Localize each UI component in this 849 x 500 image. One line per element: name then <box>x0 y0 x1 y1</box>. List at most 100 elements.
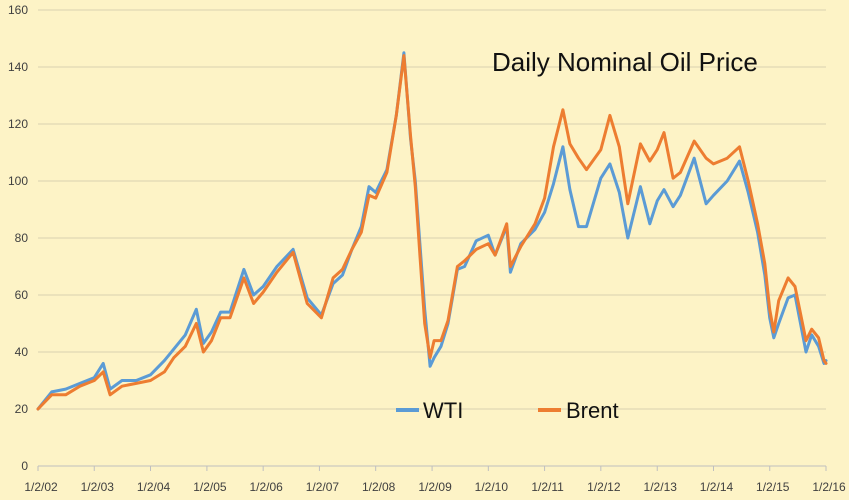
x-tick-label-8: 1/2/10 <box>475 480 509 494</box>
data-point-wti-40 <box>439 345 443 348</box>
data-point-brent-21 <box>275 271 279 274</box>
y-tick-label-80: 80 <box>15 231 29 245</box>
data-point-brent-8 <box>135 382 138 385</box>
data-point-wti-62 <box>648 222 651 225</box>
data-point-brent-18 <box>242 276 246 280</box>
x-tick-label-3: 1/2/05 <box>193 480 227 494</box>
data-point-brent-42 <box>456 265 459 268</box>
data-point-wti-65 <box>671 205 675 208</box>
data-point-brent-40 <box>439 339 443 342</box>
data-point-wti-81 <box>810 333 813 337</box>
data-point-brent-61 <box>639 142 642 146</box>
y-tick-label-100: 100 <box>8 174 28 188</box>
data-point-wti-44 <box>475 239 478 242</box>
data-point-brent-32 <box>395 114 398 117</box>
data-point-wti-7 <box>120 379 124 382</box>
data-point-wti-67 <box>693 157 696 160</box>
data-point-wti-2 <box>64 387 67 391</box>
data-point-wti-50 <box>533 228 537 231</box>
data-point-wti-9 <box>149 373 152 376</box>
data-point-wti-43 <box>463 265 466 268</box>
data-point-wti-5 <box>102 362 105 365</box>
data-point-brent-69 <box>712 162 715 166</box>
data-point-brent-84 <box>824 362 828 365</box>
data-point-brent-3 <box>78 385 82 388</box>
y-tick-label-160: 160 <box>8 3 28 17</box>
x-tick-label-4: 1/2/06 <box>249 480 283 494</box>
data-point-brent-19 <box>252 302 255 305</box>
legend-label-brent: Brent <box>566 398 619 423</box>
data-point-wti-55 <box>577 225 580 228</box>
data-point-wti-33 <box>402 51 406 54</box>
x-tick-label-7: 1/2/09 <box>418 480 452 494</box>
data-point-brent-23 <box>306 302 309 305</box>
data-point-brent-45 <box>487 242 490 245</box>
data-point-wti-72 <box>747 191 750 194</box>
data-point-brent-43 <box>463 259 466 262</box>
data-point-wti-18 <box>242 268 246 271</box>
data-point-wti-77 <box>777 322 780 325</box>
data-point-brent-54 <box>568 142 572 146</box>
data-point-wti-8 <box>135 379 138 382</box>
x-tick-label-10: 1/2/12 <box>587 480 621 494</box>
data-point-brent-5 <box>102 370 105 374</box>
data-point-brent-35 <box>414 185 417 188</box>
data-point-brent-16 <box>219 316 222 319</box>
data-point-wti-21 <box>275 265 279 268</box>
data-point-brent-28 <box>360 231 363 234</box>
data-point-brent-63 <box>656 148 659 151</box>
data-point-brent-41 <box>446 319 450 322</box>
data-point-wti-64 <box>662 188 666 191</box>
data-point-brent-78 <box>786 276 790 280</box>
data-point-brent-24 <box>320 316 323 319</box>
data-point-wti-19 <box>252 293 255 297</box>
data-point-wti-45 <box>487 234 490 237</box>
data-point-brent-7 <box>120 385 124 388</box>
data-point-brent-44 <box>475 248 478 251</box>
data-point-brent-11 <box>172 356 175 359</box>
data-point-wti-12 <box>184 333 187 337</box>
data-point-wti-10 <box>163 359 166 362</box>
data-point-brent-65 <box>671 177 675 180</box>
data-point-brent-22 <box>291 251 295 254</box>
legend-label-wti: WTI <box>423 398 463 423</box>
data-point-brent-67 <box>693 139 696 143</box>
data-point-brent-56 <box>585 168 588 171</box>
data-point-brent-62 <box>648 159 651 163</box>
data-point-brent-71 <box>738 145 741 148</box>
data-point-wti-53 <box>561 145 565 148</box>
x-tick-label-6: 1/2/08 <box>362 480 396 494</box>
data-point-brent-73 <box>756 222 759 225</box>
data-point-wti-66 <box>679 194 682 197</box>
data-point-wti-11 <box>172 347 175 351</box>
data-point-brent-77 <box>777 299 780 302</box>
data-point-brent-68 <box>704 157 708 160</box>
data-point-brent-80 <box>804 339 808 342</box>
data-point-wti-51 <box>543 211 546 214</box>
y-tick-label-20: 20 <box>15 402 29 416</box>
data-point-brent-51 <box>543 196 546 200</box>
data-point-brent-49 <box>519 245 522 248</box>
data-point-brent-79 <box>793 285 797 288</box>
data-point-brent-1 <box>50 393 53 396</box>
data-point-wti-13 <box>195 308 198 311</box>
data-point-wti-76 <box>772 336 775 339</box>
y-tick-label-60: 60 <box>15 288 29 302</box>
data-point-brent-15 <box>210 339 213 342</box>
data-point-brent-83 <box>822 359 826 362</box>
x-tick-label-0: 1/2/02 <box>24 480 58 494</box>
data-point-brent-33 <box>402 54 406 57</box>
data-point-brent-20 <box>262 290 265 294</box>
data-point-wti-59 <box>618 191 621 194</box>
series-group <box>36 51 828 411</box>
data-point-brent-34 <box>409 134 412 137</box>
y-tick-label-0: 0 <box>21 459 28 473</box>
data-point-wti-69 <box>712 194 715 197</box>
data-point-brent-76 <box>772 330 775 334</box>
x-tick-label-9: 1/2/11 <box>531 480 564 494</box>
data-point-wti-57 <box>599 177 602 180</box>
data-point-brent-57 <box>599 148 602 151</box>
data-point-wti-68 <box>704 202 708 205</box>
